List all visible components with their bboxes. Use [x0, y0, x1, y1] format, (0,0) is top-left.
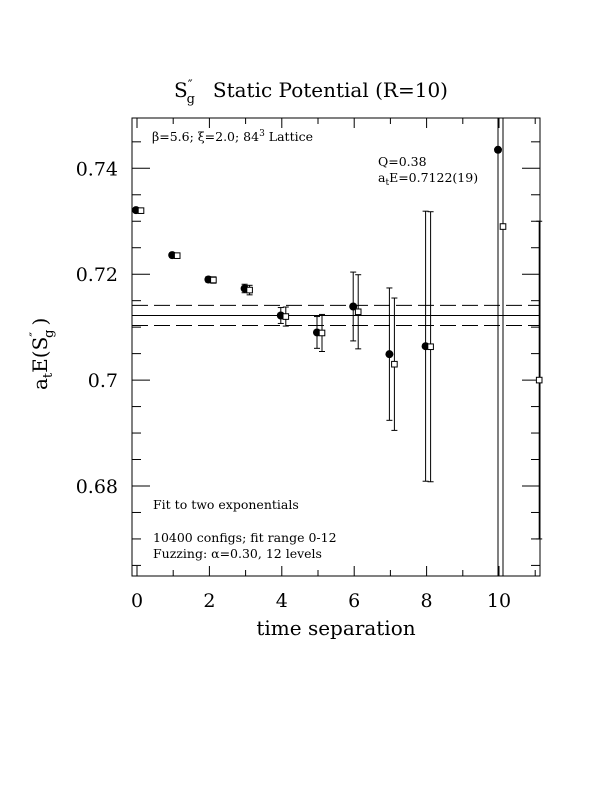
configs-annotation: 10400 configs; fit range 0-12 [153, 530, 337, 545]
data-point-square [318, 329, 326, 337]
chart-title: S″ g Static Potential (R=10) [174, 78, 448, 107]
ylabel-g: g [42, 330, 57, 338]
x-axis-label: time separation [256, 616, 415, 640]
tick-marks [132, 118, 540, 576]
data-point-square [391, 360, 398, 368]
y-tick-labels: 0.68 0.7 0.72 0.74 [76, 158, 118, 498]
x-tick-label: 10 [487, 590, 511, 612]
data-point-square [210, 276, 217, 284]
x-tick-label: 0 [131, 590, 143, 612]
x-tick-label: 4 [276, 590, 288, 612]
lattice-sup: 3 [259, 129, 265, 139]
x-tick-labels: 0 2 4 6 8 10 [131, 590, 511, 612]
data-point-square [173, 252, 181, 259]
ylabel-prime: ″ [28, 332, 43, 337]
plot-area [131, 117, 543, 577]
ylabel-t: t [41, 372, 56, 378]
fit-result-annotation: atE=0.7122(19) [378, 170, 478, 188]
fuzzing-annotation: Fuzzing: α=0.30, 12 levels [153, 546, 322, 561]
data-point-square [282, 313, 290, 320]
data-point-circle [494, 145, 502, 154]
data-point-square [354, 308, 362, 316]
fit-description: Fit to two exponentials [153, 497, 299, 512]
lattice-post: Lattice [265, 129, 313, 144]
data-point-square [246, 286, 253, 294]
y-tick-label: 0.68 [76, 476, 118, 498]
title-rest: Static Potential (R=10) [213, 78, 448, 102]
q-annotation: Q=0.38 [378, 154, 427, 169]
fit-t: t [385, 178, 389, 188]
data-point-square [535, 376, 543, 384]
ylabel-a: a [28, 378, 52, 390]
title-sub-g: g [187, 92, 195, 107]
ylabel-close: ) [28, 318, 52, 326]
x-tick-label: 2 [203, 590, 215, 612]
ylabel-e: E(S [28, 337, 52, 373]
plot-frame [131, 117, 541, 577]
y-tick-label: 0.72 [76, 264, 118, 286]
title-prime: ″ [188, 78, 193, 93]
y-tick-label: 0.74 [76, 158, 118, 180]
x-tick-label: 6 [348, 590, 360, 612]
y-axis-label: atE(S″g) [28, 318, 57, 390]
fit-lines [132, 304, 540, 327]
data-series [132, 117, 543, 577]
y-tick-label: 0.7 [88, 370, 118, 392]
fit-a: a [378, 170, 386, 185]
data-point-square [499, 223, 507, 230]
data-point-circle [385, 350, 394, 359]
data-point-square [427, 343, 434, 351]
data-point-square [137, 207, 145, 214]
title-s: S [174, 78, 188, 102]
lattice-annotation: β=5.6; ξ=2.0; 843 Lattice [152, 129, 313, 144]
x-tick-label: 8 [421, 590, 433, 612]
lattice-pre: β=5.6; ξ=2.0; 84 [152, 129, 259, 144]
fit-e: E=0.7122(19) [389, 170, 478, 185]
